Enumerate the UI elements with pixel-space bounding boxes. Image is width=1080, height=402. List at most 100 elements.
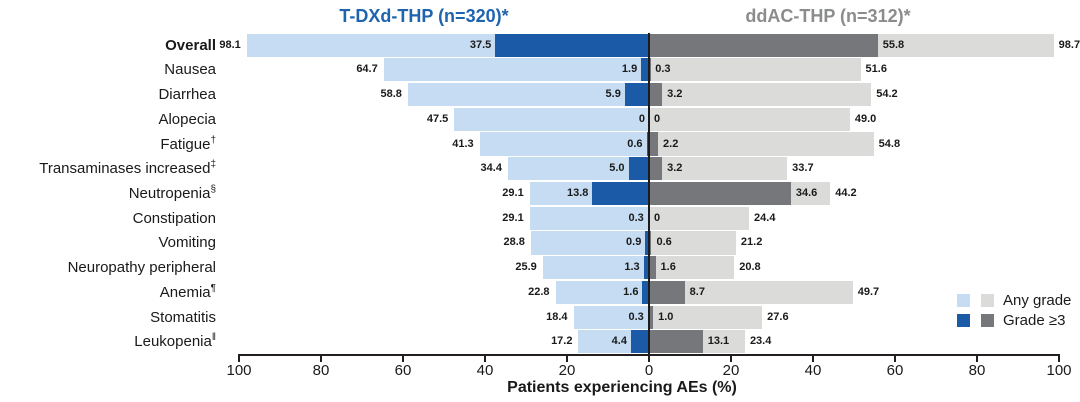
category-text: Neutropenia <box>128 184 211 202</box>
value-tdxd-grade3: 37.5 <box>469 38 492 51</box>
category-footnote-marker: ¶ <box>210 282 216 294</box>
value-ddac-any-grade: 49.7 <box>857 285 880 298</box>
value-tdxd-grade3: 0.9 <box>626 236 642 249</box>
category-text: Diarrhea <box>158 86 216 104</box>
value-tdxd-any-grade: 64.7 <box>356 63 378 76</box>
value-ddac-any-grade: 24.4 <box>754 211 776 224</box>
category-text: Anemia <box>159 283 211 301</box>
bar-ddac-any-grade <box>649 256 735 280</box>
category-label: Anemia¶ <box>0 282 216 301</box>
category-text: Nausea <box>164 61 216 79</box>
x-axis-tick-label: 20 <box>722 362 740 379</box>
category-text: Transaminases increased <box>39 160 211 178</box>
category-label: Fatigue† <box>0 135 216 153</box>
x-axis-tick-label: 40 <box>476 362 494 379</box>
value-ddac-grade3: 34.6 <box>795 186 818 199</box>
x-axis-tick <box>976 355 978 362</box>
value-ddac-any-grade: 44.2 <box>835 186 857 199</box>
category-label: Vomiting <box>0 235 216 250</box>
bar-tdxd-any-grade <box>530 231 649 255</box>
category-text: Vomiting <box>158 234 216 252</box>
bar-ddac-grade3 <box>649 132 659 156</box>
value-tdxd-any-grade: 28.8 <box>503 236 525 249</box>
value-tdxd-any-grade: 47.5 <box>426 112 449 125</box>
bar-tdxd-grade3 <box>643 256 649 280</box>
value-tdxd-grade3: 5.0 <box>609 162 625 175</box>
bar-ddac-grade3 <box>649 33 878 57</box>
x-axis-tick-label: 40 <box>804 362 822 379</box>
any-grade-gray-swatch <box>981 293 994 307</box>
bar-tdxd-any-grade <box>383 58 649 82</box>
category-footnote-marker: ‡ <box>210 159 216 171</box>
value-tdxd-any-grade: 41.3 <box>452 137 474 150</box>
category-text: Neuropathy peripheral <box>67 259 216 277</box>
value-ddac-grade3: 1.6 <box>660 261 676 274</box>
bar-tdxd-any-grade <box>479 132 649 156</box>
bar-ddac-grade3 <box>649 330 703 354</box>
x-axis-tick-label: 0 <box>644 362 654 379</box>
category-label: Overall <box>0 38 216 53</box>
bar-ddac-any-grade <box>649 305 763 329</box>
category-label: Alopecia <box>0 112 216 127</box>
value-tdxd-any-grade: 29.1 <box>502 211 524 224</box>
value-ddac-grade3: 0 <box>654 112 661 125</box>
bar-tdxd-grade3 <box>630 330 649 354</box>
bar-tdxd-any-grade <box>529 206 649 230</box>
x-axis-tick <box>812 355 814 362</box>
value-tdxd-grade3: 5.9 <box>605 88 621 101</box>
grade3-gray-swatch <box>981 313 994 327</box>
x-axis-tick <box>238 355 240 362</box>
category-label: Leukopenia‖ <box>0 332 216 351</box>
value-ddac-any-grade: 54.8 <box>878 137 901 150</box>
bar-ddac-grade3 <box>649 231 652 255</box>
bar-ddac-any-grade <box>649 82 872 107</box>
x-axis-tick <box>402 355 404 362</box>
value-ddac-any-grade: 23.4 <box>749 335 772 348</box>
legend-item-any-grade: Any grade <box>957 290 1071 310</box>
x-axis-tick <box>1058 355 1060 362</box>
x-axis-tick <box>566 355 568 362</box>
category-text: Stomatitis <box>150 308 216 326</box>
value-ddac-any-grade: 54.2 <box>876 88 898 101</box>
value-tdxd-any-grade: 17.2 <box>551 335 573 348</box>
bar-tdxd-grade3 <box>645 231 649 255</box>
bar-tdxd-grade3 <box>628 157 649 181</box>
legend: Any grade Grade ≥3 <box>957 290 1071 330</box>
value-ddac-any-grade: 20.8 <box>739 261 761 274</box>
left-group-title: T-DXd-THP (n=320)* <box>339 6 509 26</box>
category-label: Constipation <box>0 211 216 226</box>
category-text: Fatigue <box>160 135 211 153</box>
x-axis-tick-label: 80 <box>968 362 986 379</box>
value-ddac-grade3: 3.2 <box>667 162 683 175</box>
value-ddac-any-grade: 27.6 <box>767 310 789 323</box>
bar-tdxd-grade3 <box>624 82 649 107</box>
value-tdxd-any-grade: 25.9 <box>515 261 537 274</box>
bar-ddac-any-grade <box>649 231 736 255</box>
x-axis-tick <box>894 355 896 362</box>
x-axis-tick <box>648 355 650 362</box>
x-axis-tick-label: 60 <box>886 362 904 379</box>
value-ddac-grade3: 13.1 <box>707 335 730 348</box>
category-footnote-marker: § <box>210 183 216 195</box>
right-group-title: ddAC-THP (n=312)* <box>745 6 911 26</box>
x-axis-tick <box>730 355 732 362</box>
value-ddac-grade3: 1.0 <box>658 310 674 323</box>
bar-tdxd-grade3 <box>592 181 649 206</box>
value-ddac-grade3: 55.8 <box>882 38 905 51</box>
category-label: Diarrhea <box>0 87 216 102</box>
bar-ddac-grade3 <box>649 305 654 329</box>
bar-ddac-grade3 <box>649 256 656 280</box>
legend-label-grade3: Grade ≥3 <box>1003 311 1066 329</box>
bar-ddac-any-grade <box>649 280 853 304</box>
category-footnote-marker: ‖ <box>211 332 216 344</box>
category-text: Leukopenia <box>134 333 212 351</box>
x-axis-tick-label: 100 <box>226 362 252 379</box>
value-tdxd-grade3: 1.3 <box>624 261 640 274</box>
value-ddac-any-grade: 21.2 <box>740 236 763 249</box>
value-tdxd-grade3: 0 <box>638 112 645 125</box>
bar-ddac-grade3 <box>649 280 685 304</box>
bar-tdxd-any-grade <box>542 256 649 280</box>
x-axis-tick-label: 20 <box>558 362 576 379</box>
x-axis-tick-label: 80 <box>312 362 330 379</box>
